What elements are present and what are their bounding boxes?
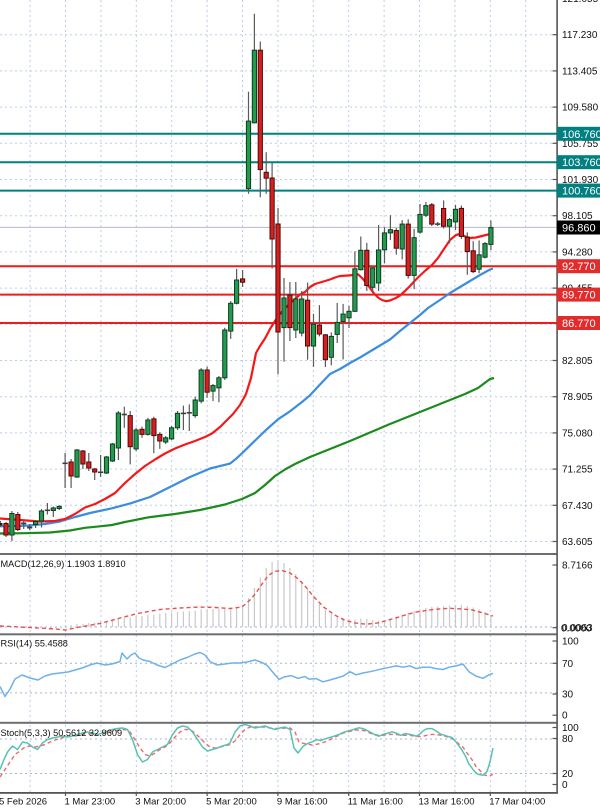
svg-text:92.770: 92.770 bbox=[562, 261, 596, 273]
svg-text:75.080: 75.080 bbox=[562, 428, 593, 439]
svg-text:20: 20 bbox=[562, 769, 574, 780]
svg-text:Stoch(5,3,3) 50.5612 32.9609: Stoch(5,3,3) 50.5612 32.9609 bbox=[1, 728, 123, 738]
svg-text:9 Mar 16:00: 9 Mar 16:00 bbox=[277, 797, 328, 808]
svg-text:RSI(14) 55.4588: RSI(14) 55.4588 bbox=[1, 639, 68, 649]
svg-text:5 Mar 20:00: 5 Mar 20:00 bbox=[206, 797, 257, 808]
svg-text:67.430: 67.430 bbox=[562, 501, 593, 512]
svg-text:MACD(12,26,9) 1.1903 1.8910: MACD(12,26,9) 1.1903 1.8910 bbox=[1, 559, 126, 569]
svg-text:103.760: 103.760 bbox=[562, 157, 600, 169]
svg-text:100.760: 100.760 bbox=[562, 186, 600, 198]
svg-text:109.580: 109.580 bbox=[562, 103, 599, 114]
svg-text:0.0000: 0.0000 bbox=[561, 623, 592, 634]
svg-text:8.7166: 8.7166 bbox=[562, 561, 593, 572]
svg-text:1 Mar 23:00: 1 Mar 23:00 bbox=[65, 797, 116, 808]
svg-text:94.280: 94.280 bbox=[562, 247, 593, 258]
svg-text:89.770: 89.770 bbox=[562, 290, 596, 302]
svg-text:86.770: 86.770 bbox=[562, 318, 596, 330]
svg-text:82.805: 82.805 bbox=[562, 356, 593, 367]
svg-text:105.755: 105.755 bbox=[562, 139, 599, 150]
svg-text:0: 0 bbox=[562, 780, 568, 791]
svg-text:30: 30 bbox=[562, 690, 574, 701]
svg-text:121.055: 121.055 bbox=[562, 0, 599, 5]
svg-text:63.605: 63.605 bbox=[562, 537, 593, 548]
svg-text:80: 80 bbox=[562, 734, 574, 745]
svg-text:78.905: 78.905 bbox=[562, 392, 593, 403]
svg-text:100: 100 bbox=[562, 723, 579, 734]
svg-text:70: 70 bbox=[562, 659, 574, 670]
svg-text:17 Mar 04:00: 17 Mar 04:00 bbox=[489, 797, 545, 808]
svg-text:25 Feb 2026: 25 Feb 2026 bbox=[0, 797, 47, 808]
svg-text:71.255: 71.255 bbox=[562, 465, 593, 476]
svg-text:0: 0 bbox=[562, 711, 568, 722]
svg-text:98.105: 98.105 bbox=[562, 211, 593, 222]
svg-text:0.0063: 0.0063 bbox=[562, 623, 593, 634]
svg-text:96.860: 96.860 bbox=[562, 223, 596, 235]
svg-text:106.760: 106.760 bbox=[562, 129, 600, 141]
svg-text:11 Mar 16:00: 11 Mar 16:00 bbox=[348, 797, 403, 808]
svg-text:117.230: 117.230 bbox=[562, 30, 598, 41]
svg-text:101.930: 101.930 bbox=[562, 175, 599, 186]
svg-text:3 Mar 20:00: 3 Mar 20:00 bbox=[135, 797, 186, 808]
svg-text:100: 100 bbox=[562, 637, 579, 648]
svg-text:113.405: 113.405 bbox=[562, 66, 598, 77]
svg-text:13 Mar 16:00: 13 Mar 16:00 bbox=[419, 797, 475, 808]
